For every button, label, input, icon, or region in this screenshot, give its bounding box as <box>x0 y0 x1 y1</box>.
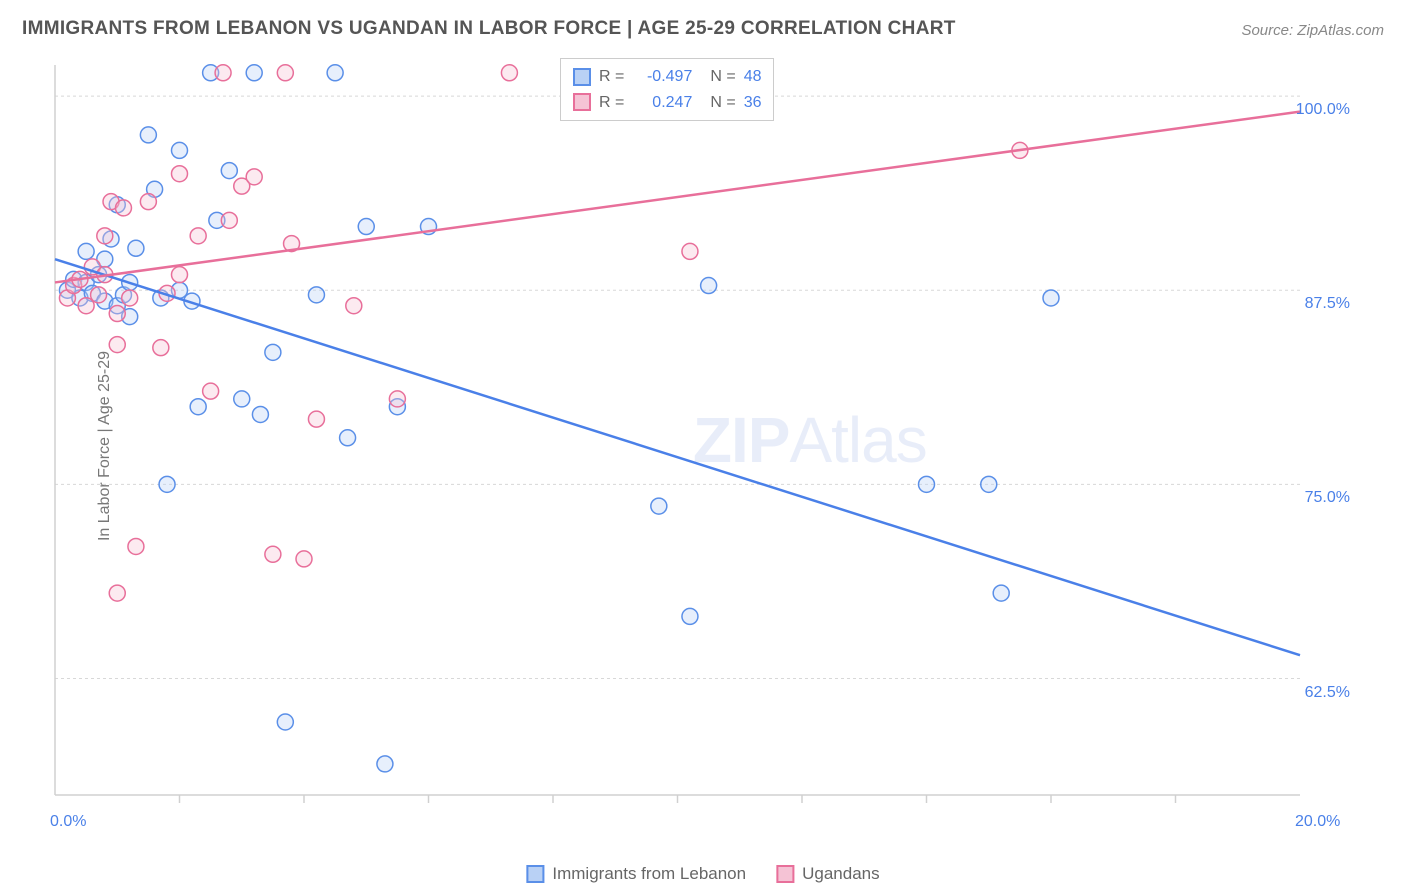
n-value-ugandan: 36 <box>744 90 762 116</box>
legend-row-ugandan: R = 0.247 N = 36 <box>573 90 761 116</box>
scatter-plot <box>50 55 1360 825</box>
legend-swatch-ugandan <box>573 93 591 111</box>
r-value-lebanon: -0.497 <box>632 64 692 90</box>
correlation-legend: R = -0.497 N = 48 R = 0.247 N = 36 <box>560 58 774 121</box>
legend-swatch-lebanon <box>573 68 591 86</box>
y-tick-label: 62.5% <box>1305 684 1350 702</box>
n-value-lebanon: 48 <box>744 64 762 90</box>
y-tick-label: 100.0% <box>1296 101 1350 119</box>
legend-swatch-lebanon-bottom <box>526 865 544 883</box>
x-tick-label: 20.0% <box>1295 813 1340 831</box>
legend-item-ugandan: Ugandans <box>776 864 880 884</box>
chart-area: ZIPAtlas 62.5%75.0%87.5%100.0% 0.0%20.0% <box>50 55 1360 825</box>
legend-row-lebanon: R = -0.497 N = 48 <box>573 64 761 90</box>
x-tick-label: 0.0% <box>50 813 86 831</box>
legend-item-lebanon: Immigrants from Lebanon <box>526 864 746 884</box>
series-legend: Immigrants from Lebanon Ugandans <box>526 864 879 884</box>
r-value-ugandan: 0.247 <box>632 90 692 116</box>
y-tick-label: 75.0% <box>1305 489 1350 507</box>
y-tick-label: 87.5% <box>1305 295 1350 313</box>
legend-swatch-ugandan-bottom <box>776 865 794 883</box>
chart-title: IMMIGRANTS FROM LEBANON VS UGANDAN IN LA… <box>22 18 956 40</box>
source-attribution: Source: ZipAtlas.com <box>1241 22 1384 39</box>
